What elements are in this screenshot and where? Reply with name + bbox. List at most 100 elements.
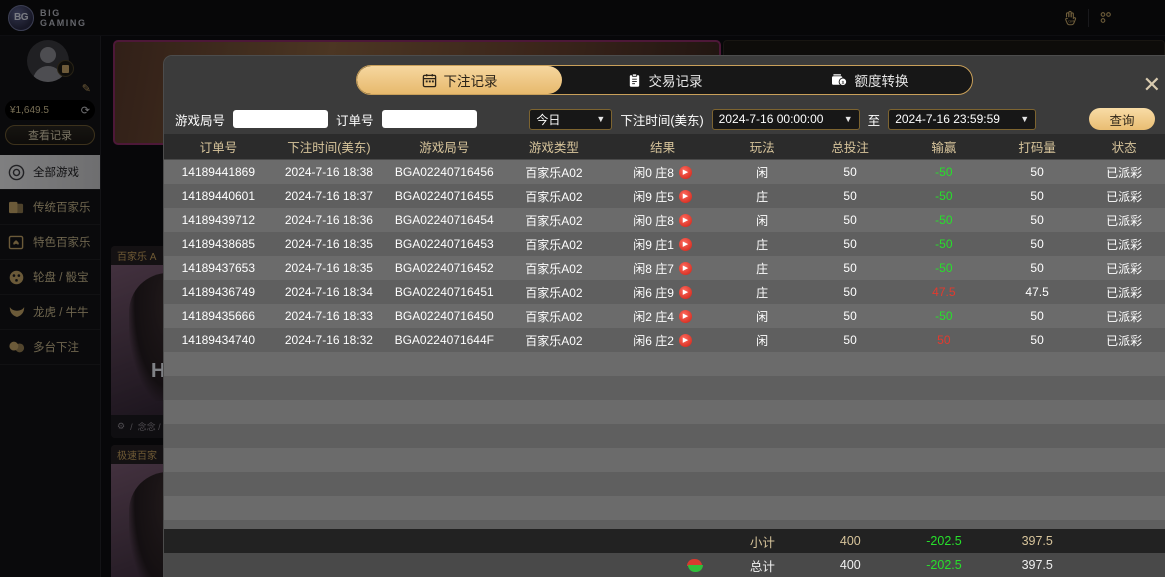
cell-win: 47.5	[932, 285, 956, 299]
filter-bar: 游戏局号 订单号 今日 ▼ 下注时间(美东) 2024-7-16 00:00:0…	[164, 104, 1165, 134]
sidebar-item-special-baccarat[interactable]: 特色百家乐	[0, 225, 100, 260]
logo-line-1: BIG	[40, 7, 61, 18]
result-text: 闲9 庄1	[633, 237, 674, 252]
table-row[interactable]: 14189437653 2024-7-16 18:35 BGA02240716452…	[164, 256, 1165, 280]
play-video-icon[interactable]: ▶	[678, 213, 692, 227]
play-video-icon[interactable]: ▶	[678, 333, 692, 347]
top-bar-divider	[1088, 8, 1089, 27]
cell-time: 2024-7-16 18:33	[284, 309, 373, 323]
footer-subtotal-label: 小计	[749, 535, 775, 550]
cell-win: -50	[935, 261, 953, 275]
cell-win: -50	[935, 237, 953, 251]
cell-play: 闲	[756, 165, 769, 180]
sidebar-item-label: 全部游戏	[33, 167, 79, 179]
grid-menu-icon[interactable]	[1089, 0, 1123, 36]
brand-logo[interactable]: BG BIG GAMING	[0, 4, 87, 31]
sidebar-item-multi-table[interactable]: 多台下注	[0, 330, 100, 365]
cell-result: 闲9 庄5 ▶	[604, 188, 720, 205]
sidebar-item-label: 多台下注	[33, 342, 79, 354]
cell-status: 已派彩	[1106, 333, 1143, 348]
cell-type: 百家乐A02	[525, 261, 583, 276]
balance-row: ¥1,649.5 ⟳	[5, 100, 95, 120]
date-to-value: 2024-7-16 23:59:59	[895, 112, 1000, 126]
result-text: 闲2 庄4	[633, 309, 674, 324]
cell-order: 14189439712	[181, 213, 256, 227]
play-video-icon[interactable]: ▶	[678, 237, 692, 251]
table-row[interactable]: 14189439712 2024-7-16 18:36 BGA02240716454…	[164, 208, 1165, 232]
cell-order: 14189438685	[181, 237, 256, 251]
play-video-icon[interactable]: ▶	[678, 285, 692, 299]
result-text: 闲6 庄9	[633, 285, 674, 300]
cell-time: 2024-7-16 18:34	[284, 285, 373, 299]
play-video-icon[interactable]: ▶	[678, 309, 692, 323]
cell-win: 50	[937, 333, 951, 347]
cell-order: 14189441869	[181, 165, 256, 179]
cell-valid: 50	[1030, 165, 1044, 179]
play-video-icon[interactable]: ▶	[678, 189, 692, 203]
meta-separator: /	[130, 421, 133, 432]
cell-result: 闲6 庄9 ▶	[604, 284, 720, 301]
tab-credit-transfer[interactable]: $ 额度转换	[767, 66, 972, 94]
period-value: 今日	[536, 112, 561, 127]
top-bar-actions: GR	[1054, 0, 1165, 36]
pencil-icon[interactable]: ✎	[81, 83, 91, 95]
calendar-icon	[422, 73, 437, 88]
cell-bet: 50	[843, 189, 857, 203]
round-number-label: 游戏局号	[175, 113, 226, 128]
cell-play: 庄	[756, 285, 769, 300]
table-row[interactable]: 14189438685 2024-7-16 18:35 BGA02240716453…	[164, 232, 1165, 256]
table-row[interactable]: 14189436749 2024-7-16 18:34 BGA02240716451…	[164, 280, 1165, 304]
column-header-bet: 总投注	[831, 141, 869, 155]
cell-order: 14189436749	[181, 285, 256, 299]
period-select[interactable]: 今日 ▼	[529, 108, 613, 130]
top-bar: BG BIG GAMING GR	[0, 0, 1165, 36]
close-icon[interactable]: ✕	[1142, 72, 1161, 97]
settings-gear-icon[interactable]: ⚙	[117, 421, 126, 431]
table-row[interactable]: 14189434740 2024-7-16 18:32 BGA0224071644F…	[164, 328, 1165, 352]
play-video-icon[interactable]: ▶	[678, 165, 692, 179]
cell-status: 已派彩	[1106, 189, 1143, 204]
cell-play: 庄	[756, 237, 769, 252]
date-from-select[interactable]: 2024-7-16 00:00:00 ▼	[711, 108, 860, 130]
cell-valid: 50	[1030, 213, 1044, 227]
cell-status: 已派彩	[1106, 165, 1143, 180]
cell-result: 闲2 庄4 ▶	[604, 308, 720, 325]
cell-bet: 50	[843, 261, 857, 275]
table-row-empty	[164, 472, 1165, 496]
tab-label: 交易记录	[648, 74, 703, 89]
cell-round: BGA02240716450	[394, 309, 494, 323]
sidebar-item-dragon-tiger[interactable]: 龙虎 / 牛牛	[0, 295, 100, 330]
sidebar-item-classic-baccarat[interactable]: 传统百家乐	[0, 190, 100, 225]
tab-transaction-records[interactable]: 交易记录	[562, 66, 767, 94]
round-number-input[interactable]	[233, 110, 329, 128]
table-row[interactable]: 14189441869 2024-7-16 18:38 BGA02240716456…	[164, 160, 1165, 184]
sidebar: ✎ ¥1,649.5 ⟳ 查看记录 全部游戏 传统百家乐	[0, 36, 101, 577]
cell-win: -50	[935, 213, 953, 227]
sidebar-item-roulette-sicbo[interactable]: 轮盘 / 骰宝	[0, 260, 100, 295]
date-to-select[interactable]: 2024-7-16 23:59:59 ▼	[888, 108, 1037, 130]
cell-round: BGA02240716456	[394, 165, 494, 179]
cell-result: 闲0 庄8 ▶	[604, 212, 720, 229]
cell-type: 百家乐A02	[525, 333, 583, 348]
cell-type: 百家乐A02	[525, 213, 583, 228]
cell-type: 百家乐A02	[525, 237, 583, 252]
view-record-button[interactable]: 查看记录	[5, 125, 95, 145]
column-header-order: 订单号	[199, 141, 238, 155]
cell-time: 2024-7-16 18:36	[284, 213, 373, 227]
sidebar-item-all-games[interactable]: 全部游戏	[0, 155, 100, 190]
tab-bet-records[interactable]: 下注记录	[357, 66, 562, 94]
order-number-label: 订单号	[336, 113, 374, 128]
special-baccarat-icon	[7, 233, 26, 252]
svg-text:GR: GR	[1068, 18, 1074, 23]
table-row[interactable]: 14189435666 2024-7-16 18:33 BGA02240716450…	[164, 304, 1165, 328]
order-number-input[interactable]	[381, 110, 477, 128]
play-video-icon[interactable]: ▶	[678, 261, 692, 275]
cell-valid: 50	[1030, 261, 1044, 275]
money-transfer-icon: $	[831, 73, 848, 88]
cell-type: 百家乐A02	[525, 309, 583, 324]
table-row[interactable]: 14189440601 2024-7-16 18:37 BGA02240716455…	[164, 184, 1165, 208]
refresh-icon[interactable]: ⟳	[80, 104, 90, 117]
query-button[interactable]: 查询	[1089, 108, 1155, 130]
cell-valid: 47.5	[1025, 285, 1049, 299]
hand-gr-icon[interactable]: GR	[1054, 0, 1088, 36]
